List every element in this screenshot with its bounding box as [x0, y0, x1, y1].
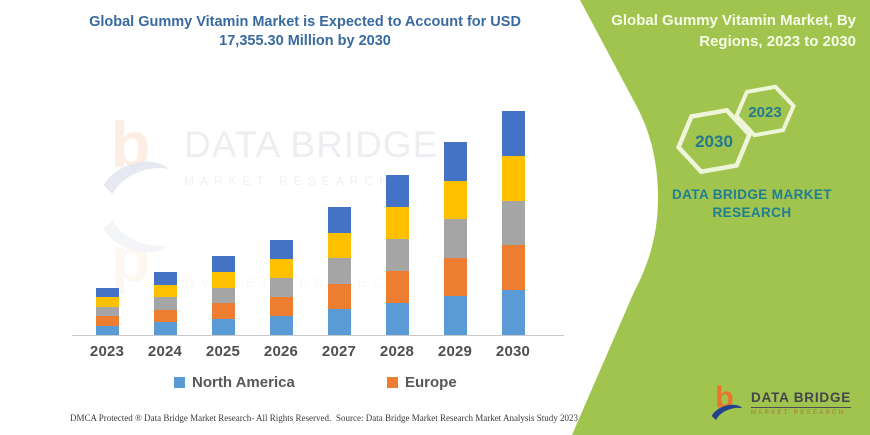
brand-text-line1: DATA BRIDGE MARKET [672, 187, 832, 202]
stacked-bar-2027 [327, 207, 351, 335]
legend-label: North America [192, 374, 295, 391]
stacked-bar-2023 [95, 288, 119, 335]
bar-segment-series-5 [95, 288, 119, 298]
bar-segment-series-3 [269, 278, 293, 297]
bar-segment-series-4 [501, 155, 525, 201]
x-axis-label-2026: 2026 [263, 343, 299, 360]
bar-segment-europe [443, 257, 467, 297]
logo-name: DATA BRIDGE [751, 390, 852, 408]
bar-segment-series-4 [443, 180, 467, 220]
x-axis-line [72, 335, 564, 336]
chart-title-line1: Global Gummy Vitamin Market is Expected … [89, 14, 521, 30]
bar-segment-europe [153, 309, 177, 323]
year-hexagons: 2030 2023 [675, 84, 796, 175]
hexagon-2030-label: 2030 [695, 132, 733, 151]
bar-segment-north-america [327, 309, 351, 335]
chart-title-line2: 17,355.30 Million by 2030 [219, 33, 391, 49]
bar-segment-series-3 [153, 297, 177, 310]
banner-heading-line1: Global Gummy Vitamin Market, By [611, 12, 856, 29]
bar-segment-europe [327, 283, 351, 310]
footer-source-text: Source: Data Bridge Market Research Mark… [336, 413, 578, 423]
banner-heading-line2: Regions, 2023 to 2030 [699, 33, 856, 50]
bar-segment-series-4 [385, 207, 409, 239]
x-axis-label-2029: 2029 [437, 343, 473, 360]
bar-segment-series-5 [501, 111, 525, 156]
bar-segment-series-3 [95, 306, 119, 317]
bar-segment-series-5 [153, 272, 177, 285]
chart-title: Global Gummy Vitamin Market is Expected … [30, 13, 580, 51]
watermark-subtitle: MARKET RESEARCH [184, 174, 394, 188]
stacked-bar-2028 [385, 175, 409, 335]
bar-segment-series-5 [327, 207, 351, 233]
bar-segment-series-3 [501, 200, 525, 246]
data-bridge-logo-icon: b [711, 381, 743, 421]
bar-segment-series-5 [269, 240, 293, 259]
stacked-bar-2026 [269, 240, 293, 335]
bar-segment-north-america [269, 316, 293, 335]
bar-segment-north-america [153, 322, 177, 335]
x-axis-label-2028: 2028 [379, 343, 415, 360]
stacked-bar-2030 [501, 111, 525, 335]
legend-swatch-icon [174, 377, 185, 388]
legend-item-north-america: North America [174, 374, 295, 391]
bar-segment-series-4 [269, 259, 293, 278]
data-bridge-watermark-logo-icon: b [103, 110, 169, 195]
brand-text-line2: RESEARCH [712, 205, 792, 220]
bar-segment-series-3 [443, 219, 467, 258]
x-axis-label-2024: 2024 [147, 343, 183, 360]
legend-item-europe: Europe [387, 374, 457, 391]
bar-segment-north-america [211, 319, 235, 335]
legend-swatch-icon [387, 377, 398, 388]
bar-segment-europe [211, 303, 235, 320]
stacked-bar-2029 [443, 142, 467, 335]
banner-heading: Global Gummy Vitamin Market, By Regions,… [601, 10, 856, 52]
hexagon-2023-icon [734, 84, 796, 138]
logo-subtitle: MARKET RESEARCH [751, 410, 846, 416]
svg-text:b: b [111, 110, 151, 181]
bar-segment-north-america [95, 325, 119, 335]
watermark-title: DATA BRIDGE [184, 124, 439, 165]
green-banner-shape [572, 0, 870, 435]
stacked-bar-2025 [211, 256, 235, 335]
bar-segment-series-4 [327, 232, 351, 259]
brand-text: DATA BRIDGE MARKET RESEARCH [645, 186, 859, 222]
bar-segment-europe [385, 271, 409, 303]
hexagon-2023-label: 2023 [748, 104, 781, 121]
bar-segment-series-3 [327, 258, 351, 284]
x-axis-label-2025: 2025 [205, 343, 241, 360]
bar-segment-series-4 [153, 284, 177, 298]
bar-segment-north-america [385, 303, 409, 335]
x-axis-label-2027: 2027 [321, 343, 357, 360]
bar-segment-series-3 [211, 287, 235, 304]
bar-segment-north-america [501, 290, 525, 335]
bar-segment-europe [95, 316, 119, 326]
x-axis-label-2023: 2023 [89, 343, 125, 360]
bar-segment-europe [501, 245, 525, 291]
bar-segment-europe [269, 297, 293, 316]
bar-segment-series-4 [95, 297, 119, 307]
footer-dmca-text: DMCA Protected ® Data Bridge Market Rese… [70, 413, 332, 423]
bar-segment-series-5 [385, 175, 409, 207]
x-axis-label-2030: 2030 [495, 343, 531, 360]
bar-segment-north-america [443, 296, 467, 335]
hexagon-2030-icon [675, 107, 753, 175]
watermark: b DATA BRIDGE MARKET RESEARCH b MARKET R… [100, 110, 438, 304]
legend-label: Europe [405, 374, 457, 391]
data-bridge-logo: b DATA BRIDGE MARKET RESEARCH [710, 381, 852, 427]
bar-segment-series-5 [211, 256, 235, 272]
bar-segment-series-3 [385, 239, 409, 271]
stacked-bar-2024 [153, 272, 177, 335]
bar-segment-series-4 [211, 271, 235, 288]
bar-segment-series-5 [443, 142, 467, 181]
